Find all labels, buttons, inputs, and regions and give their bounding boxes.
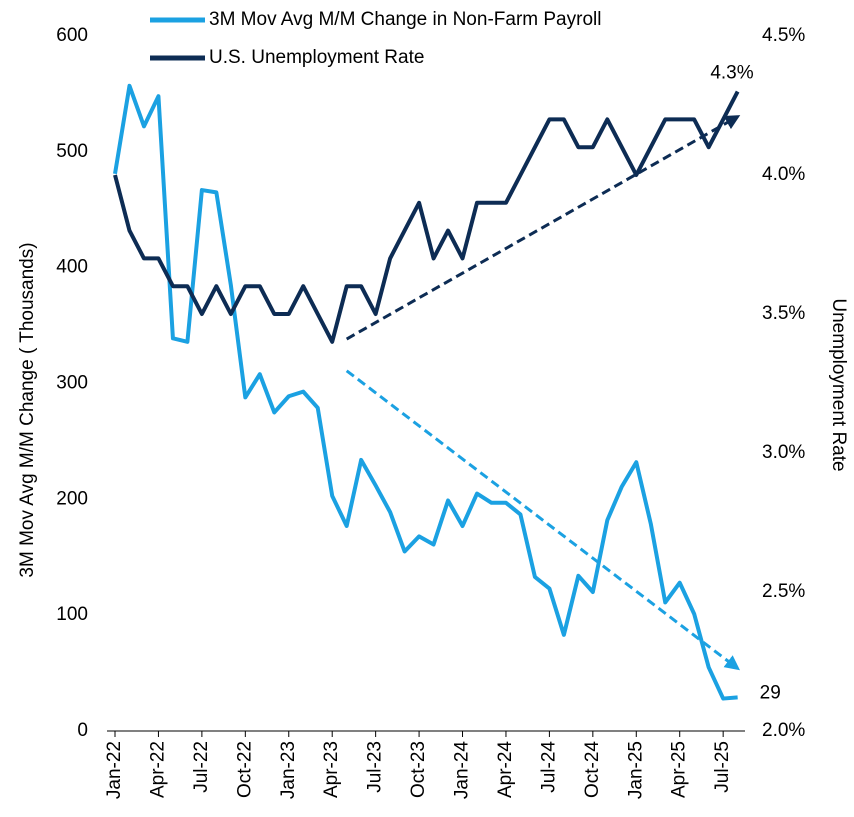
x-tick-label: Jan-25 [625,741,646,799]
y2-tick-label: 2.0% [762,720,805,741]
x-tick-label: Oct-24 [582,741,603,798]
x-tick-label: Jan-23 [278,741,299,799]
y-tick-label: 0 [77,720,88,741]
y2-tick-label: 4.0% [762,164,805,185]
y-tick-label: 300 [56,373,88,394]
x-tick-label: Apr-22 [147,741,168,798]
x-tick-label: Apr-23 [321,741,342,798]
trend-line [345,115,741,341]
x-tick-label: Jul-24 [538,741,559,793]
x-tick-label: Jul-22 [191,741,212,793]
x-tick-label: Jan-24 [452,741,473,800]
legend-label: U.S. Unemployment Rate [209,47,424,68]
x-tick-label: Jan-22 [104,741,125,799]
data-label: 29 [760,682,781,703]
y-axis-label: 3M Mov Avg M/M Change ( Thousands) [17,242,38,577]
x-tick-label: Oct-23 [408,741,429,798]
y-tick-label: 200 [56,488,88,509]
x-tick-label: Jul-23 [365,741,386,793]
x-tick-label: Oct-22 [234,741,255,798]
trend-line [345,369,741,671]
x-tick-label: Apr-24 [495,741,516,798]
y2-tick-label: 4.5% [762,25,805,46]
legend-label: 3M Mov Avg M/M Change in Non-Farm Payrol… [209,9,601,30]
y-tick-label: 400 [56,257,88,278]
x-tick-label: Jul-25 [712,741,733,793]
y-tick-label: 500 [56,141,88,162]
x-tick-label: Apr-25 [669,741,690,798]
series-line [113,90,740,344]
y2-tick-label: 3.0% [762,442,805,463]
y2-tick-label: 3.5% [762,303,805,324]
y-tick-label: 600 [56,25,88,46]
data-label: 4.3% [710,63,753,84]
y-tick-label: 100 [56,604,88,625]
series-line [113,83,738,701]
y2-axis-label: Unemployment Rate [828,298,849,471]
y2-tick-label: 2.5% [762,581,805,602]
